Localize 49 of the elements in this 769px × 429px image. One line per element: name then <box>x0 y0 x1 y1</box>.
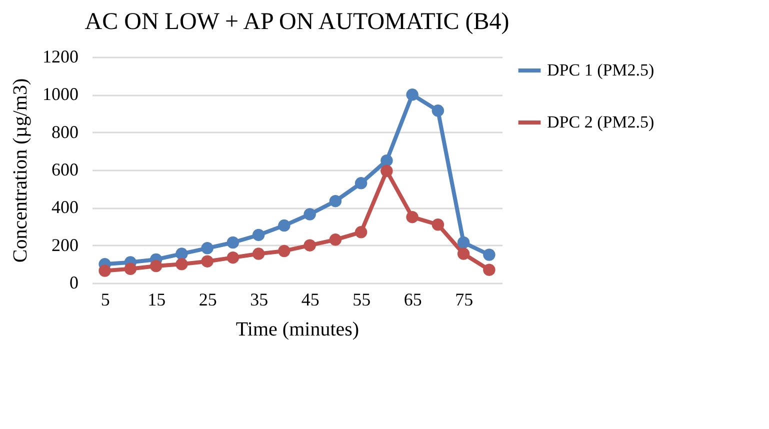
point <box>278 219 290 232</box>
point <box>457 236 470 249</box>
y-axis-title: Concentration (µg/m3) <box>10 78 32 263</box>
point <box>432 104 444 117</box>
x-tick-label: 75 <box>455 290 474 310</box>
point <box>406 88 418 101</box>
point <box>176 248 188 260</box>
point <box>483 264 496 276</box>
point <box>201 255 214 268</box>
point <box>176 258 188 270</box>
x-tick-label: 65 <box>404 290 422 310</box>
point <box>380 164 393 178</box>
point <box>226 236 240 249</box>
y-tick-label: 1200 <box>42 46 78 66</box>
point <box>457 248 470 260</box>
x-tick-label: 55 <box>352 290 371 310</box>
y-tick-label: 400 <box>52 197 78 218</box>
point <box>380 154 393 167</box>
point <box>226 251 240 264</box>
point <box>304 208 316 220</box>
point <box>252 228 265 242</box>
chart-title: AC ON LOW + AP ON AUTOMATIC (B4) <box>84 9 510 35</box>
x-tick-label: 35 <box>250 290 268 310</box>
point <box>252 248 265 260</box>
y-tick-label: 600 <box>52 160 78 180</box>
point <box>354 177 368 190</box>
point <box>329 194 342 208</box>
y-tick-label: 0 <box>70 272 78 292</box>
point <box>304 239 316 252</box>
point <box>278 244 290 258</box>
point <box>124 262 137 275</box>
x-axis-title: Time (minutes) <box>236 318 360 340</box>
y-tick-label: 1000 <box>42 84 78 104</box>
legend-label: DPC 2 (PM2.5) <box>547 112 654 132</box>
y-tick-label: 200 <box>52 234 78 255</box>
point <box>98 264 111 277</box>
point <box>432 218 444 231</box>
point <box>406 210 418 224</box>
point <box>201 242 214 254</box>
legend-label: DPC 1 (PM2.5) <box>547 60 654 80</box>
y-tick-label: 800 <box>52 122 78 142</box>
x-tick-label: 25 <box>198 290 217 310</box>
x-tick-label: 5 <box>100 290 110 310</box>
x-tick-label: 45 <box>301 290 320 310</box>
point <box>150 260 162 272</box>
x-tick-label: 15 <box>148 290 166 310</box>
point <box>483 248 496 261</box>
point <box>354 226 368 238</box>
point <box>329 234 342 246</box>
